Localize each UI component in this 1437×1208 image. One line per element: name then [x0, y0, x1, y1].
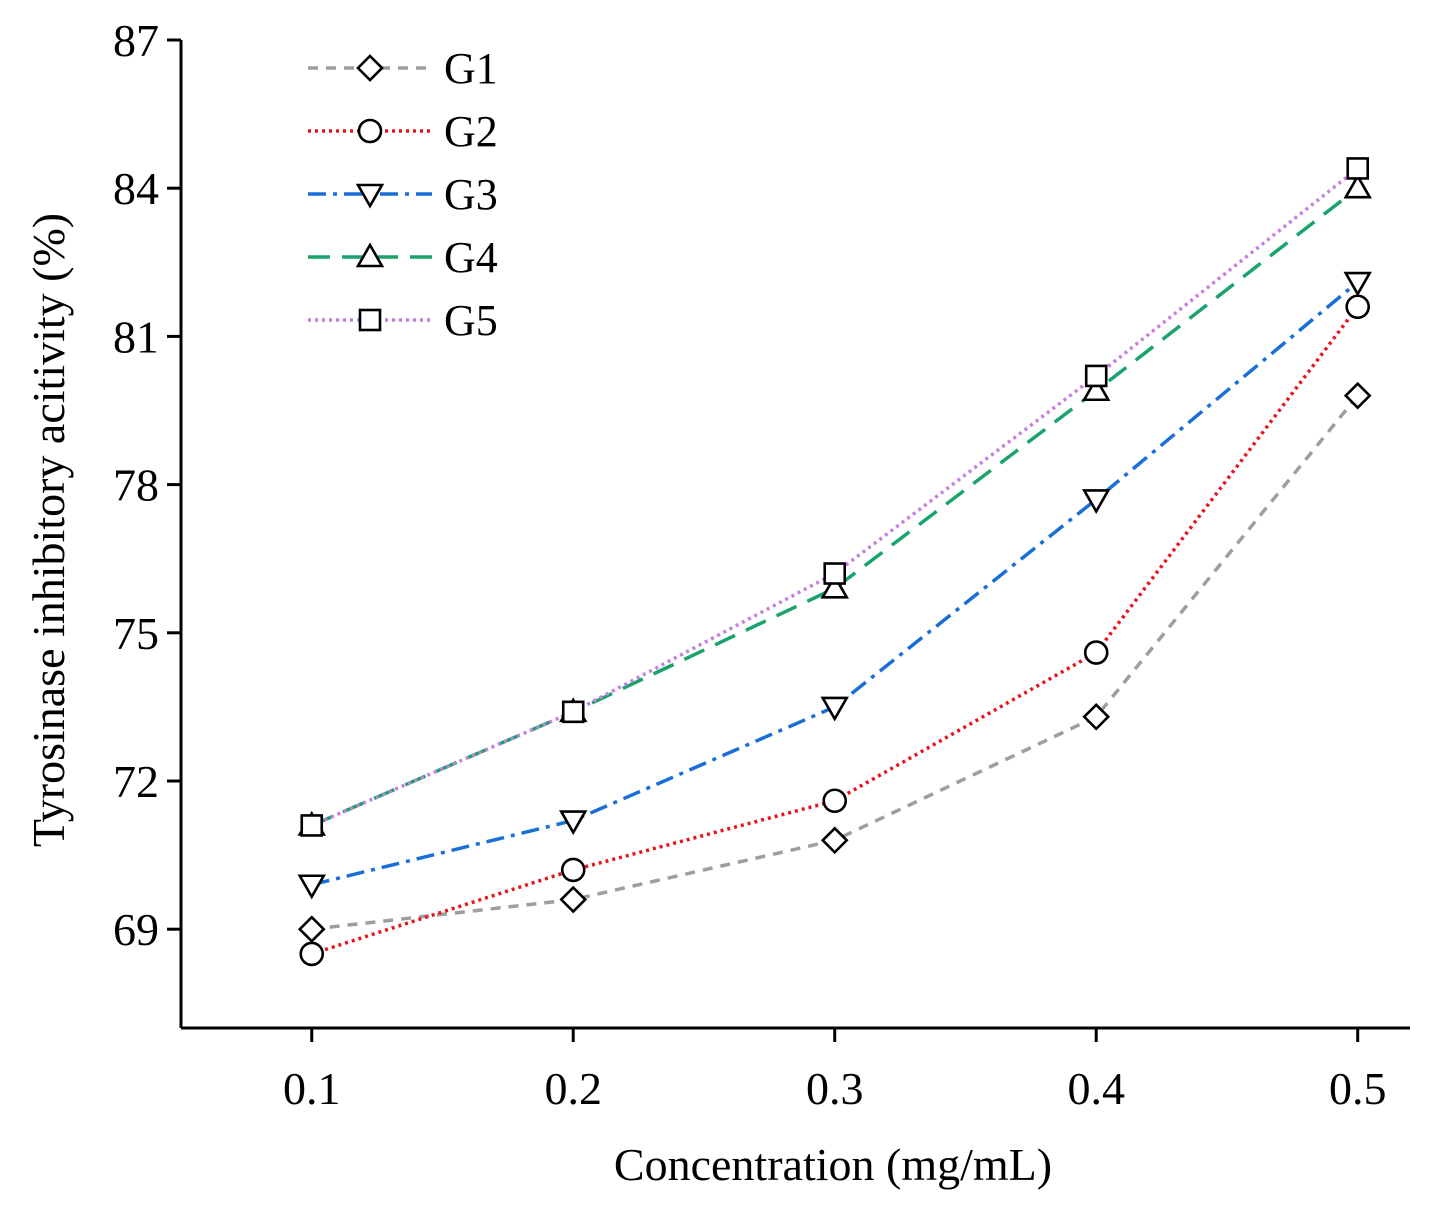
data-point	[1343, 173, 1372, 199]
data-point	[561, 700, 585, 724]
data-point	[560, 857, 586, 883]
y-axis-label: Tyrosinase inhibitory acitivity (%)	[23, 213, 74, 847]
data-point	[1083, 640, 1109, 665]
data-point	[299, 941, 325, 967]
data-point	[1081, 376, 1111, 402]
data-point	[822, 788, 848, 814]
legend-label: G4	[444, 233, 498, 282]
data-point	[1346, 157, 1370, 180]
series-line	[311, 186, 1359, 828]
data-point	[559, 885, 588, 914]
data-point	[300, 814, 324, 837]
y-tick-label: 87	[113, 15, 159, 66]
series-line	[311, 305, 1360, 956]
legend-marker	[355, 183, 385, 209]
y-tick-label: 84	[113, 163, 159, 214]
legend-item-g5: G5	[308, 296, 498, 345]
data-point	[297, 915, 326, 944]
y-tick-label: 78	[113, 460, 159, 511]
legend-label: G1	[444, 44, 498, 93]
x-axis-label: Concentration (mg/mL)	[614, 1139, 1052, 1190]
legend-item-g1: G1	[308, 44, 498, 93]
data-point	[823, 562, 847, 585]
series-g2	[299, 294, 1371, 967]
legend: G1 G2 G3 G4 G5	[308, 44, 498, 345]
x-tick-label: 0.5	[1329, 1063, 1387, 1114]
data-point	[1081, 489, 1111, 515]
data-point	[1084, 364, 1108, 388]
legend-item-g2: G2	[308, 107, 498, 156]
legend-marker	[356, 54, 384, 82]
series-layer	[297, 157, 1372, 967]
x-tick-label: 0.2	[544, 1063, 602, 1114]
series-g5	[300, 157, 1370, 837]
legend-label: G2	[444, 107, 498, 156]
legend-label: G5	[444, 296, 498, 345]
y-tick-label: 69	[113, 904, 159, 955]
data-point	[820, 573, 849, 599]
data-point	[1343, 271, 1372, 297]
data-point	[297, 874, 326, 900]
data-point	[1082, 702, 1111, 731]
series-g1	[297, 381, 1372, 944]
y-tick-label: 81	[113, 311, 159, 362]
y-tick-label: 75	[113, 608, 159, 659]
data-point	[820, 696, 849, 722]
legend-marker	[358, 308, 382, 332]
data-point	[1343, 381, 1372, 410]
legend-item-g4: G4	[308, 233, 498, 282]
axes: 69 72 75 78 81 84 87 0.1 0.2 0.3 0.4 0.5	[113, 15, 1410, 1114]
x-tick-label: 0.4	[1067, 1063, 1125, 1114]
x-tick-label: 0.1	[283, 1063, 341, 1114]
legend-item-g3: G3	[308, 170, 498, 219]
data-point	[820, 826, 849, 855]
series-g3	[297, 271, 1372, 900]
series-line	[311, 167, 1359, 828]
legend-marker	[357, 118, 383, 144]
legend-label: G3	[444, 170, 498, 219]
data-point	[1345, 294, 1371, 320]
x-tick-label: 0.3	[806, 1063, 864, 1114]
legend-marker	[355, 242, 385, 268]
y-tick-label: 72	[113, 756, 159, 807]
data-point	[558, 810, 588, 836]
